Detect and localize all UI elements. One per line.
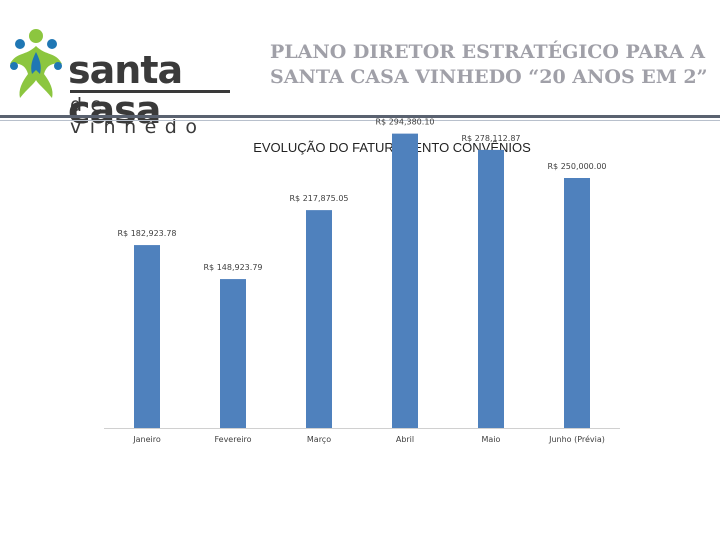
logo-divider	[70, 90, 230, 93]
header-title-line-2: SANTA CASA VINHEDO “20 ANOS EM 2”	[270, 66, 708, 88]
x-tick-label: Fevereiro	[214, 435, 251, 444]
data-label: R$ 294,380.10	[376, 118, 435, 127]
header-divider	[0, 115, 720, 118]
bar-abril	[392, 133, 418, 428]
bar-fevereiro	[220, 279, 246, 428]
data-label: R$ 217,875.05	[290, 194, 349, 203]
santa-casa-logo: santa casa de vinhedo	[6, 22, 236, 138]
data-label: R$ 148,923.79	[204, 263, 263, 272]
x-tick-label: Abril	[396, 435, 414, 444]
header-title-line-1: PLANO DIRETOR ESTRATÉGICO PARA A	[270, 41, 706, 63]
x-tick-labels-layer: Janeiro Fevereiro Março Abril Maio Junho (Pré…	[132, 434, 605, 444]
bar-janeiro	[134, 245, 160, 428]
data-label: R$ 278,112.87	[462, 134, 521, 143]
header-divider-thin	[0, 120, 720, 121]
page-header-title: PLANO DIRETOR ESTRATÉGICO PARA A SANTA C…	[270, 40, 710, 90]
data-label: R$ 250,000.00	[548, 162, 607, 171]
data-label: R$ 182,923.78	[118, 229, 177, 238]
logo-subtitle: de vinhedo	[70, 94, 206, 138]
logo-title: santa casa	[68, 48, 183, 132]
x-tick-label: Janeiro	[132, 435, 161, 444]
logo-emblem-icon	[10, 29, 62, 98]
x-tick-label: Junho (Prévia)	[548, 434, 605, 444]
data-labels-layer: R$ 182,923.78 R$ 148,923.79 R$ 217,875.05 R…	[118, 118, 607, 272]
x-tick-label: Maio	[482, 435, 501, 444]
bar-mar-o	[306, 210, 332, 428]
x-tick-label: Março	[307, 435, 331, 444]
bar-maio	[478, 149, 504, 428]
bars-layer	[134, 133, 590, 428]
bar-junho-pr-via	[564, 178, 590, 428]
